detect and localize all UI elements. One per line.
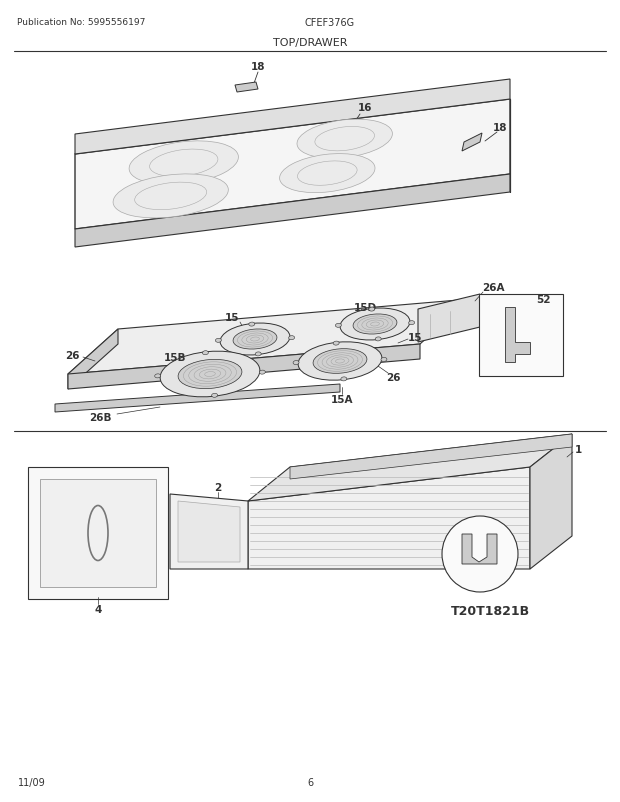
Polygon shape (68, 300, 470, 375)
Text: 52: 52 (536, 294, 551, 305)
Ellipse shape (255, 352, 261, 356)
Text: CFEF376G: CFEF376G (305, 18, 355, 28)
Text: TOP/DRAWER: TOP/DRAWER (273, 38, 347, 48)
Ellipse shape (333, 342, 339, 346)
Text: 26B: 26B (89, 412, 111, 423)
Ellipse shape (160, 352, 260, 397)
Polygon shape (55, 384, 340, 412)
Ellipse shape (203, 351, 208, 355)
Polygon shape (28, 468, 168, 599)
Ellipse shape (369, 308, 375, 312)
Polygon shape (68, 330, 118, 390)
Text: 26: 26 (386, 373, 401, 383)
Text: 15A: 15A (330, 395, 353, 404)
Polygon shape (75, 100, 510, 229)
Polygon shape (248, 468, 530, 569)
Polygon shape (170, 494, 248, 569)
Ellipse shape (353, 314, 397, 334)
Polygon shape (68, 345, 420, 390)
Polygon shape (40, 480, 156, 587)
Ellipse shape (178, 360, 242, 389)
Ellipse shape (289, 336, 294, 340)
Ellipse shape (381, 358, 387, 362)
Text: 18: 18 (493, 123, 507, 133)
Ellipse shape (375, 338, 381, 342)
Ellipse shape (249, 322, 255, 326)
Text: 7: 7 (477, 565, 484, 574)
Ellipse shape (215, 339, 221, 343)
Text: 2: 2 (215, 482, 221, 492)
FancyBboxPatch shape (479, 294, 563, 376)
Polygon shape (418, 294, 480, 342)
Ellipse shape (293, 361, 299, 365)
Text: 16: 16 (358, 103, 372, 113)
Ellipse shape (129, 142, 239, 185)
Polygon shape (505, 308, 530, 363)
Text: 15: 15 (408, 333, 422, 342)
Text: 15D: 15D (353, 302, 376, 313)
Circle shape (442, 516, 518, 592)
Ellipse shape (335, 324, 342, 328)
Text: 15: 15 (224, 313, 239, 322)
Text: 4: 4 (94, 604, 102, 614)
Polygon shape (290, 435, 572, 480)
Text: 1: 1 (574, 444, 582, 455)
Ellipse shape (409, 322, 415, 326)
Text: 11/09: 11/09 (18, 777, 46, 787)
Text: 18: 18 (250, 62, 265, 72)
Ellipse shape (313, 349, 367, 374)
Polygon shape (235, 83, 258, 93)
Ellipse shape (220, 324, 290, 355)
Polygon shape (462, 534, 497, 565)
Polygon shape (178, 501, 240, 562)
Ellipse shape (211, 394, 218, 398)
Ellipse shape (233, 330, 277, 350)
Ellipse shape (297, 120, 392, 159)
Ellipse shape (341, 378, 347, 382)
Text: 26: 26 (64, 350, 79, 361)
Ellipse shape (280, 155, 375, 193)
Ellipse shape (340, 309, 410, 341)
Text: T20T1821B: T20T1821B (451, 605, 529, 618)
Text: Publication No: 5995556197: Publication No: 5995556197 (17, 18, 145, 27)
Polygon shape (248, 435, 572, 501)
Polygon shape (530, 435, 572, 569)
Polygon shape (75, 175, 510, 248)
Ellipse shape (298, 342, 382, 381)
Text: 6: 6 (307, 777, 313, 787)
Polygon shape (462, 134, 482, 152)
Text: 26A: 26A (482, 282, 504, 293)
Ellipse shape (113, 175, 228, 219)
Text: 15B: 15B (164, 353, 186, 363)
Polygon shape (75, 80, 510, 155)
Ellipse shape (155, 375, 161, 379)
Ellipse shape (259, 371, 265, 375)
